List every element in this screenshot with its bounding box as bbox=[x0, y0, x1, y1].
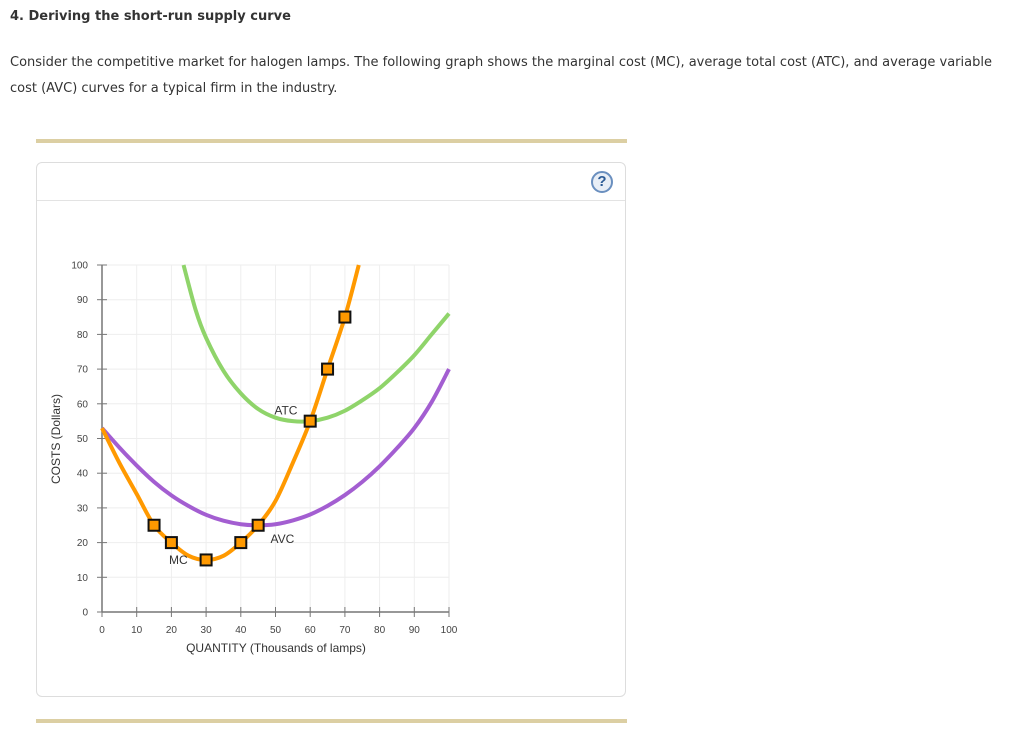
mc-point-marker bbox=[251, 518, 265, 532]
y-tick-label: 0 bbox=[82, 608, 88, 619]
help-button[interactable]: ? bbox=[591, 171, 613, 193]
y-tick-label: 50 bbox=[77, 434, 89, 445]
question-text: Consider the competitive market for halo… bbox=[10, 55, 992, 96]
atc-label: ATC bbox=[274, 404, 297, 418]
chart-markers bbox=[147, 310, 352, 567]
y-tick-label: 30 bbox=[77, 503, 89, 514]
y-tick-label: 40 bbox=[77, 469, 89, 480]
y-tick-label: 100 bbox=[71, 261, 88, 272]
mc-point-marker bbox=[234, 536, 248, 550]
graph-panel-header: ? bbox=[37, 163, 625, 201]
x-tick-label: 10 bbox=[131, 625, 143, 636]
x-tick-label: 40 bbox=[235, 625, 247, 636]
mc-point-marker bbox=[199, 553, 213, 567]
question-mark-icon: ? bbox=[597, 173, 607, 190]
avc-curve bbox=[100, 368, 451, 528]
top-divider bbox=[36, 139, 627, 143]
mc-point-marker bbox=[164, 536, 178, 550]
y-axis-label: COSTS (Dollars) bbox=[49, 394, 63, 484]
x-tick-label: 60 bbox=[305, 625, 317, 636]
mc-point-marker bbox=[321, 362, 335, 376]
y-tick-label: 10 bbox=[77, 573, 89, 584]
mc-point-marker bbox=[303, 414, 317, 428]
y-tick-label: 70 bbox=[77, 365, 89, 376]
chart-grid bbox=[102, 264, 450, 612]
chart-axes: 0 10 20 30 40 50 60 70 80 90 100 0 10 20 30 40 50 60 70 80 9… bbox=[71, 261, 457, 637]
x-tick-label: 20 bbox=[166, 625, 178, 636]
bottom-divider bbox=[36, 719, 627, 723]
y-tick-label: 90 bbox=[77, 295, 89, 306]
mc-curve bbox=[100, 264, 361, 562]
y-tick-label: 80 bbox=[77, 330, 89, 341]
x-tick-label: 0 bbox=[99, 625, 105, 636]
x-axis-label: QUANTITY (Thousands of lamps) bbox=[186, 641, 366, 655]
question-title: 4. Deriving the short-run supply curve bbox=[10, 9, 291, 24]
x-tick-label: 90 bbox=[409, 625, 421, 636]
mc-label: MC bbox=[169, 553, 188, 567]
x-tick-label: 50 bbox=[270, 625, 282, 636]
mc-point-marker bbox=[147, 518, 161, 532]
graph-panel: ? bbox=[36, 162, 626, 697]
x-tick-label: 100 bbox=[441, 625, 458, 636]
mc-point-marker bbox=[338, 310, 352, 324]
y-tick-label: 60 bbox=[77, 399, 89, 410]
y-tick-label: 20 bbox=[77, 538, 89, 549]
x-tick-label: 30 bbox=[201, 625, 213, 636]
chart-labels: MC ATC AVC bbox=[169, 404, 298, 567]
avc-label: AVC bbox=[271, 532, 295, 546]
x-tick-label: 80 bbox=[374, 625, 386, 636]
x-tick-label: 70 bbox=[339, 625, 351, 636]
